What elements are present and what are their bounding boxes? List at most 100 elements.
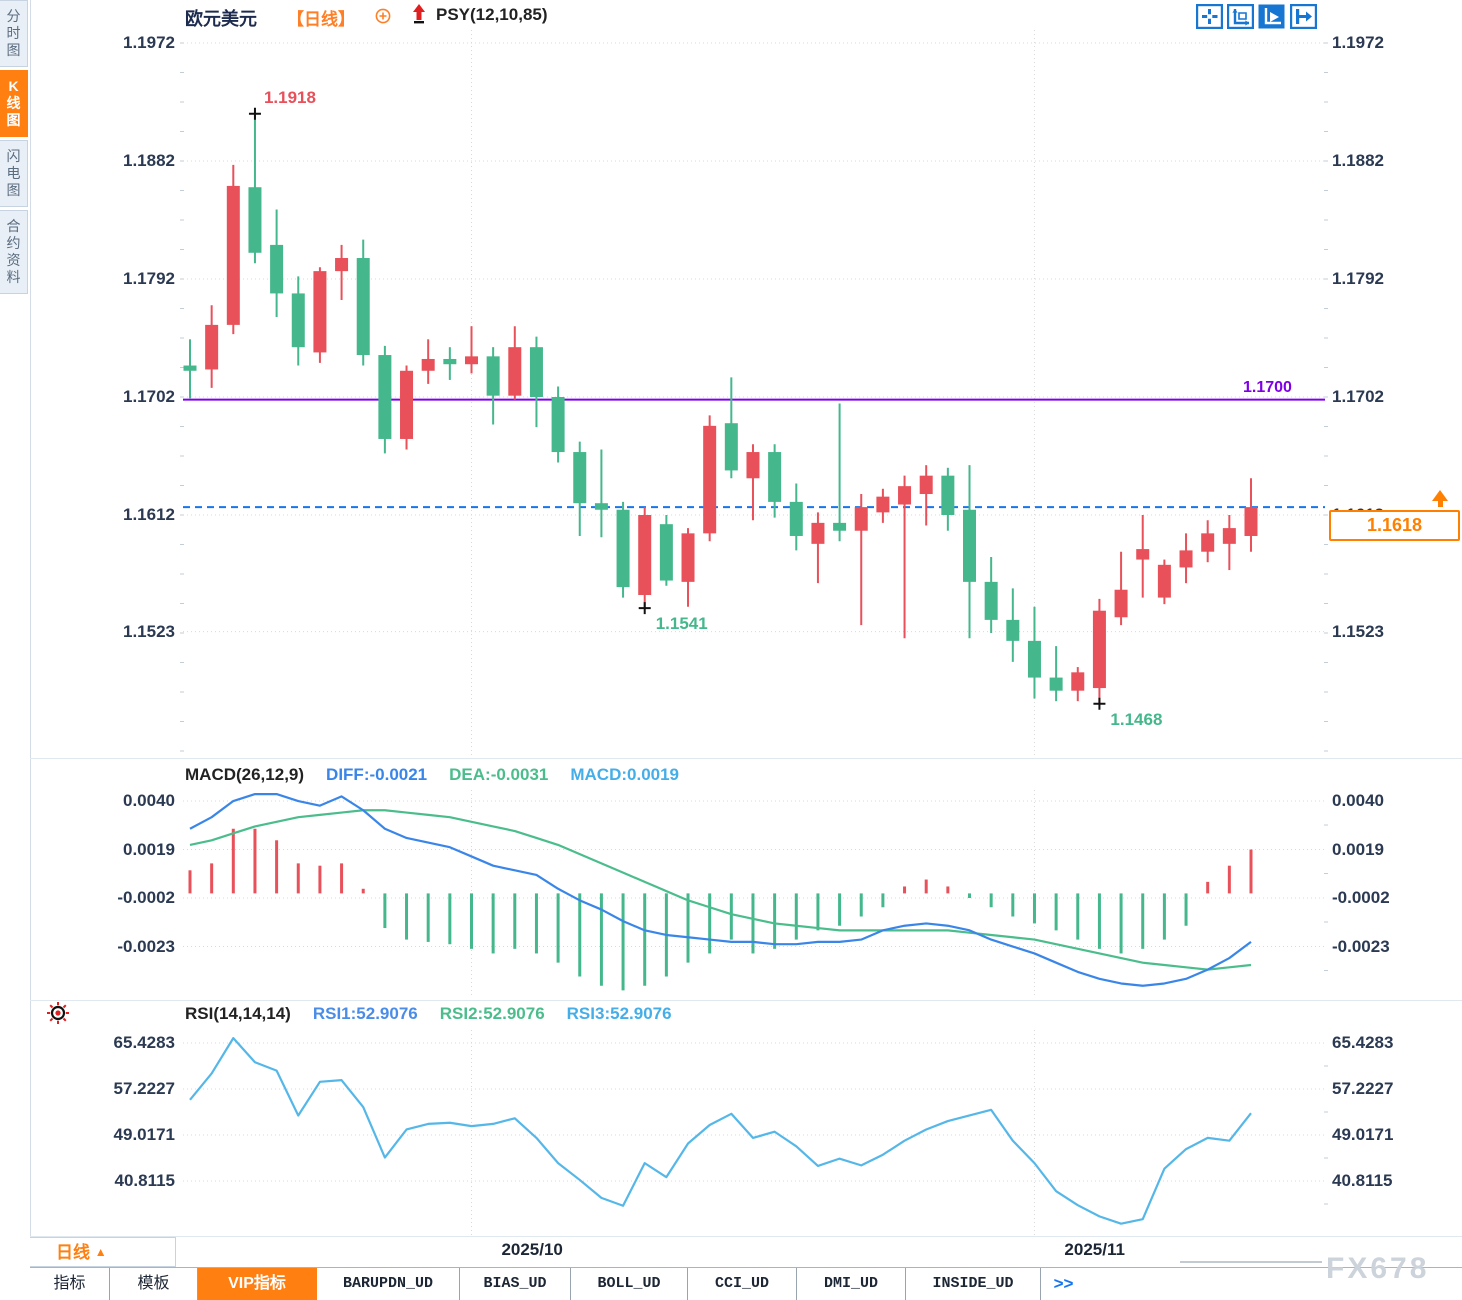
candle [919, 465, 933, 526]
candle [335, 244, 349, 300]
price-axis-label: 1.1972 [1332, 33, 1384, 52]
price-annotation: 1.1918 [263, 87, 316, 107]
candle [270, 209, 284, 318]
candle [183, 339, 197, 399]
candle [356, 239, 370, 366]
candle [573, 441, 587, 536]
axis-pointer-icon[interactable] [1258, 4, 1285, 29]
tab-DMI_UD[interactable]: DMI_UD [797, 1268, 906, 1300]
candle [876, 488, 890, 523]
candle [659, 514, 673, 586]
candle [486, 347, 500, 425]
candle [1049, 646, 1063, 702]
candle [551, 386, 565, 463]
candle [963, 465, 977, 639]
candle [638, 507, 652, 609]
macd-axis-label: -0.0023 [117, 936, 175, 956]
candle [226, 164, 240, 335]
x-axis-date-label: 2025/10 [501, 1240, 563, 1259]
add-indicator-icon[interactable] [375, 8, 391, 24]
period-selector-label: 日线 [56, 1243, 90, 1262]
candle [898, 475, 912, 639]
tab-INSIDE_UD[interactable]: INSIDE_UD [906, 1268, 1041, 1300]
macd-diff-readout: DIFF:-0.0021 [326, 765, 428, 784]
candle [464, 326, 478, 374]
price-tag-arrow-stem [1437, 500, 1443, 508]
period-tag: 【日线】 [287, 10, 355, 29]
price-tag-arrow-icon [1432, 490, 1448, 502]
tab-指标[interactable]: 指标 [30, 1268, 110, 1300]
candle [421, 339, 435, 384]
candle [378, 345, 392, 454]
sidebar-item-合约资料[interactable]: 合约资料 [0, 210, 28, 294]
macd-axis-label: -0.0002 [1332, 888, 1390, 908]
candle [811, 512, 825, 584]
candle [984, 556, 998, 633]
last-price-tag: 1.1618 [1329, 510, 1460, 542]
tab-BIAS_UD[interactable]: BIAS_UD [460, 1268, 571, 1300]
candle [1071, 667, 1085, 702]
candle [768, 444, 782, 518]
candle [594, 449, 608, 538]
candle [941, 467, 955, 531]
price-axis-label: 1.1702 [123, 386, 175, 406]
x-axis-date-label: 2025/11 [1064, 1240, 1125, 1259]
tab-BARUPDN_UD[interactable]: BARUPDN_UD [317, 1268, 460, 1300]
price-axis-label: 1.1523 [1332, 621, 1384, 641]
candle [529, 336, 543, 428]
price-annotation: 1.1541 [655, 614, 708, 634]
candle [508, 326, 522, 400]
rsi-params: RSI(14,14,14) [185, 1004, 291, 1023]
price-axis-label: 1.1523 [123, 621, 175, 641]
macd-params: MACD(26,12,9) [185, 765, 305, 784]
candle [248, 113, 262, 264]
macd-axis-label: 0.0040 [1332, 791, 1384, 811]
period-selector[interactable]: 日线 ▲ [30, 1237, 176, 1267]
chart-header: 欧元美元 【日线】 PSY(12,10,85) [36, 0, 1456, 30]
macd-axis-label: 0.0019 [123, 839, 175, 859]
rsi-axis-label: 40.8115 [114, 1170, 175, 1190]
symbol-title: 欧元美元 [185, 9, 257, 29]
macd-header: MACD(26,12,9) DIFF:-0.0021 DEA:-0.0031 MACD… [185, 765, 701, 785]
candle [313, 267, 327, 363]
candle [443, 347, 457, 380]
axis-scale-icon[interactable] [1227, 4, 1254, 29]
tabs-overflow-button[interactable]: >> [1041, 1268, 1086, 1300]
candle [1006, 588, 1020, 662]
indicator-tabbar: 指标 模板 VIP指标 BARUPDN_UD BIAS_UD BOLL_UD CCI_UD D… [30, 1267, 1462, 1300]
macd-value-readout: MACD:0.0019 [570, 765, 680, 784]
candle [1201, 520, 1215, 563]
sidebar-item-闪电图[interactable]: 闪电图 [0, 140, 28, 207]
candle [1222, 514, 1236, 571]
rsi-axis-label: 49.0171 [1332, 1124, 1394, 1144]
candle [400, 365, 414, 450]
candle [789, 483, 803, 551]
rsi-axis-label: 49.0171 [113, 1124, 175, 1144]
candle [1244, 478, 1258, 552]
candle [703, 415, 717, 542]
tab-BOLL_UD[interactable]: BOLL_UD [571, 1268, 688, 1300]
candle [616, 501, 630, 598]
candle [291, 276, 305, 366]
panel-separator [30, 758, 1462, 759]
tab-模板[interactable]: 模板 [110, 1268, 198, 1300]
indicator-sun-icon[interactable] [46, 1001, 70, 1025]
pan-right-icon[interactable] [1290, 4, 1317, 29]
sidebar-item-分时图[interactable]: 分时图 [0, 0, 28, 67]
overlay-indicator-label: PSY(12,10,85) [436, 5, 548, 24]
price-axis-label: 1.1612 [123, 504, 175, 524]
rsi-axis-label: 57.2227 [1332, 1078, 1394, 1098]
macd-axis-label: -0.0023 [1332, 936, 1390, 956]
macd-axis-label: 0.0040 [123, 791, 175, 811]
watermark: FX678 [1326, 1252, 1430, 1285]
macd-axis-label: -0.0002 [117, 888, 175, 908]
price-axis-label: 1.1972 [123, 33, 175, 52]
candle [746, 444, 760, 521]
tab-CCI_UD[interactable]: CCI_UD [688, 1268, 797, 1300]
tab-VIP指标[interactable]: VIP指标 [198, 1268, 317, 1300]
crosshair-icon[interactable] [1196, 4, 1223, 29]
candle [1092, 598, 1106, 704]
panel-separator [30, 1236, 1462, 1237]
